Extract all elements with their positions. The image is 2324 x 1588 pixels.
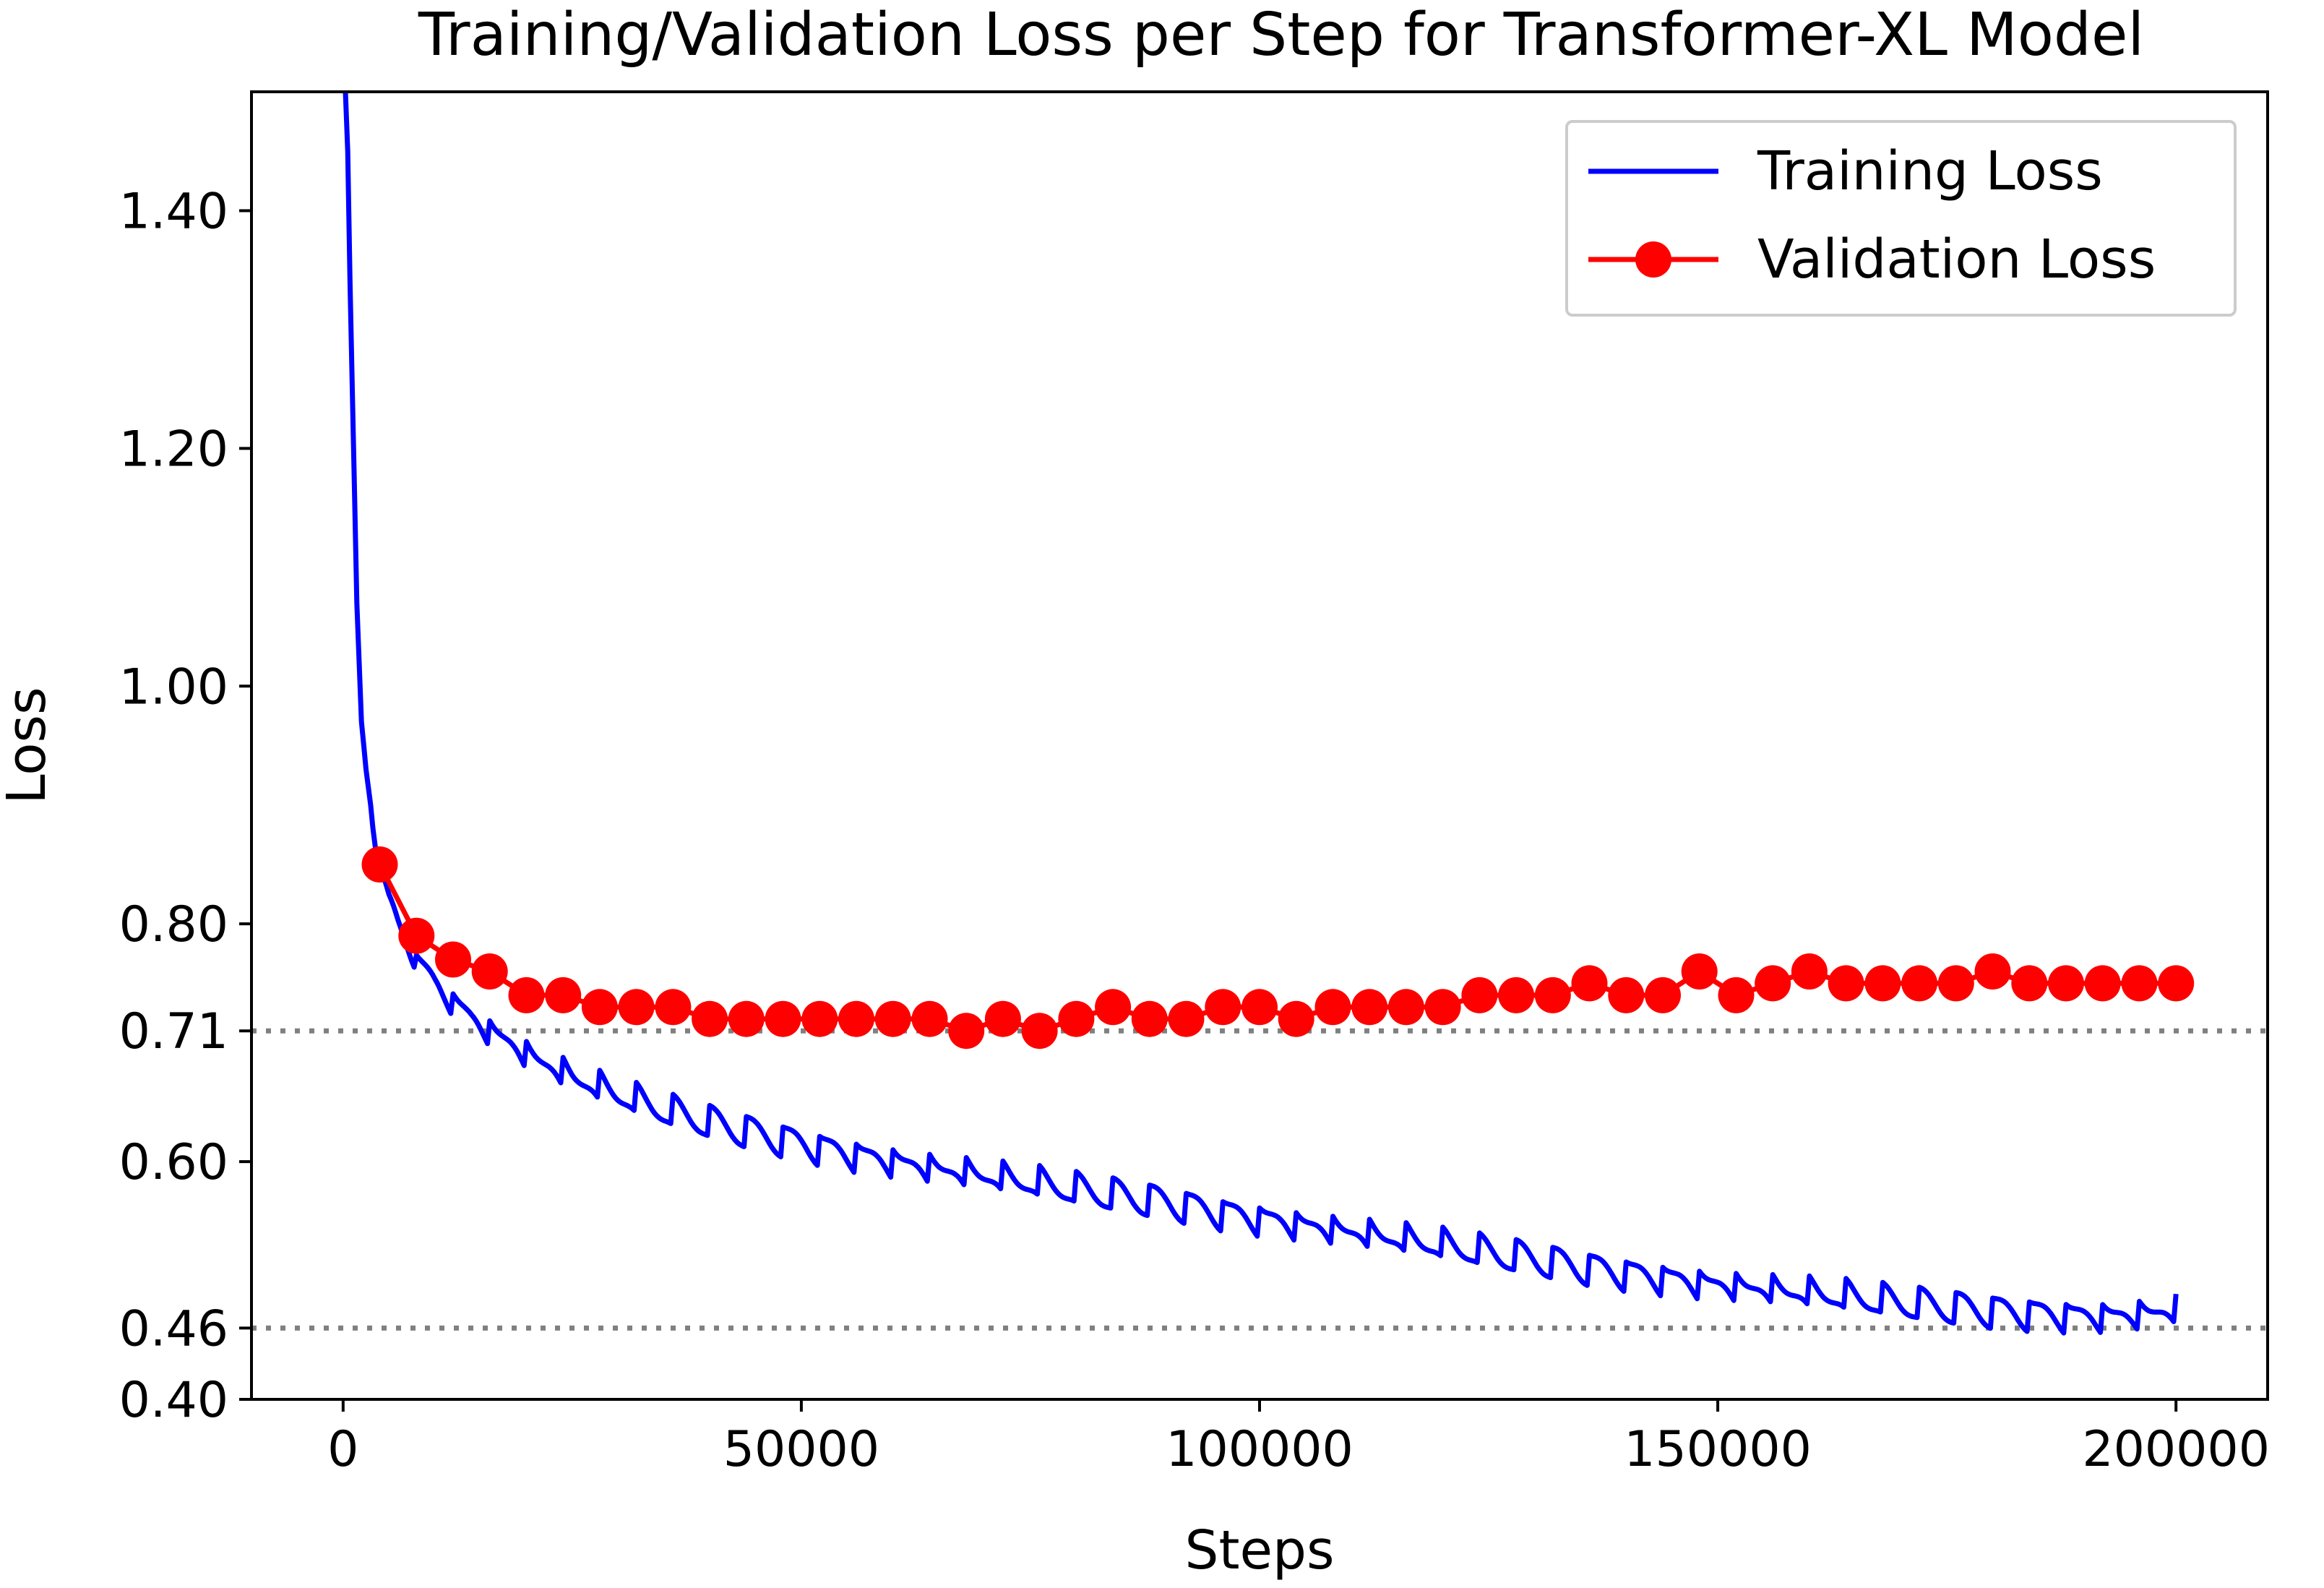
validation-loss-point — [948, 1013, 985, 1050]
legend-label-validation-loss: Validation Loss — [1757, 228, 2156, 291]
validation-loss-point — [801, 1000, 838, 1037]
validation-loss-point — [1755, 965, 1791, 1002]
validation-loss-point — [838, 1000, 874, 1037]
validation-loss-point — [1974, 953, 2011, 990]
validation-loss-point — [1864, 965, 1901, 1002]
validation-loss-point — [1534, 977, 1571, 1013]
validation-loss-point — [1131, 1000, 1168, 1037]
validation-loss-point — [581, 989, 618, 1026]
validation-loss-point — [361, 846, 398, 883]
validation-loss-point — [1608, 977, 1645, 1013]
validation-loss-point — [728, 1000, 765, 1037]
chart-title: Training/Validation Loss per Step for Tr… — [418, 1, 2144, 69]
legend: Training Loss Validation Loss — [1565, 120, 2237, 317]
validation-loss-point — [765, 1000, 801, 1037]
validation-loss-point — [1791, 953, 1828, 990]
validation-loss-point — [1168, 1000, 1205, 1037]
x-tick-label: 150000 — [1624, 1421, 1812, 1478]
y-tick-label: 1.20 — [119, 421, 228, 478]
x-axis-label: Steps — [1184, 1519, 1334, 1581]
validation-loss-point — [2084, 965, 2121, 1002]
x-tick-label: 0 — [327, 1421, 358, 1478]
validation-loss-point — [1498, 977, 1535, 1013]
validation-loss-point — [692, 1000, 728, 1037]
validation-loss-point — [1571, 965, 1608, 1002]
legend-label-training-loss: Training Loss — [1757, 140, 2103, 202]
y-tick-label: 0.60 — [119, 1134, 228, 1191]
validation-loss-point — [1681, 953, 1718, 990]
axes: 0 50000 100000 150000 200000 0.40 0.46 0.60 0.71… — [119, 90, 2270, 1478]
y-tick-label: 0.40 — [119, 1372, 228, 1429]
validation-loss-point — [2158, 965, 2195, 1002]
validation-loss-point — [1314, 989, 1351, 1026]
series-layer — [343, 92, 2195, 1336]
validation-loss-point — [984, 1000, 1021, 1037]
validation-loss-point — [1828, 965, 1864, 1002]
validation-loss-point — [1461, 977, 1498, 1013]
validation-loss-point — [2048, 965, 2084, 1002]
validation-loss-point — [471, 953, 508, 990]
validation-loss-point — [1278, 1000, 1314, 1037]
validation-loss-point — [655, 989, 692, 1026]
y-tick-label: 0.80 — [119, 896, 228, 953]
validation-loss-point — [545, 977, 582, 1013]
y-tick-label: 1.00 — [119, 658, 228, 716]
validation-loss-point — [1205, 989, 1241, 1026]
validation-loss-point — [1937, 965, 1974, 1002]
x-tick-label: 100000 — [1166, 1421, 1353, 1478]
y-tick-label: 1.40 — [119, 183, 228, 240]
legend-marker-validation-loss — [1635, 241, 1671, 278]
validation-loss-point — [1058, 1000, 1095, 1037]
y-axis-label: Loss — [0, 687, 58, 804]
validation-loss-point — [618, 989, 655, 1026]
validation-loss-point — [1424, 989, 1461, 1026]
validation-loss-point — [1021, 1013, 1058, 1050]
x-tick-label: 50000 — [723, 1421, 879, 1478]
validation-loss-point — [2121, 965, 2158, 1002]
validation-loss-point — [1387, 989, 1424, 1026]
validation-loss-point — [398, 917, 435, 954]
validation-loss-point — [1901, 965, 1938, 1002]
validation-loss-point — [1241, 989, 1278, 1026]
validation-loss-point — [435, 941, 471, 978]
y-tick-label: 0.46 — [119, 1300, 228, 1357]
validation-loss-point — [874, 1000, 911, 1037]
training-loss-line — [343, 92, 2179, 1336]
legend-box — [1565, 120, 2237, 317]
validation-loss-point — [1095, 989, 1132, 1026]
y-tick-label: 0.71 — [119, 1003, 228, 1060]
validation-loss-point — [508, 977, 545, 1013]
reference-lines — [251, 1028, 2268, 1331]
validation-loss-point — [2011, 965, 2048, 1002]
validation-loss-point — [911, 1000, 948, 1037]
validation-loss-point — [1718, 977, 1755, 1013]
x-tick-label: 200000 — [2082, 1421, 2270, 1478]
validation-loss-point — [1645, 977, 1681, 1013]
validation-loss-point — [1351, 989, 1388, 1026]
